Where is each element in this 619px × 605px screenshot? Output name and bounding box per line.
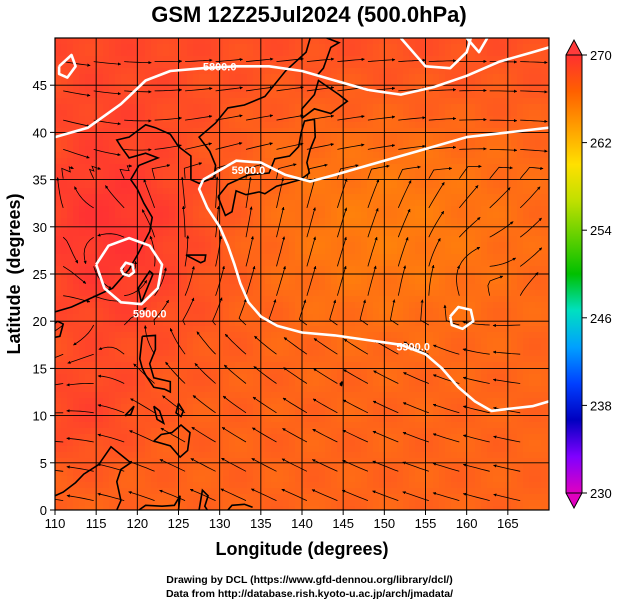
x-tick-label: 120 bbox=[126, 516, 148, 531]
colorbar-tick-label: 254 bbox=[590, 223, 612, 238]
colorbar-min-triangle bbox=[565, 492, 583, 510]
x-tick-label: 165 bbox=[497, 516, 519, 531]
y-tick-label: 40 bbox=[33, 125, 47, 140]
y-tick-label: 45 bbox=[33, 78, 47, 93]
x-axis-title: Longitude (degrees) bbox=[215, 539, 388, 559]
contour-labels: 5800.0 5900.0 5900.0 5900.0 bbox=[133, 61, 430, 353]
x-tick-label: 145 bbox=[332, 516, 354, 531]
colorbar: 230 238 246 254 262 270 bbox=[565, 38, 612, 510]
x-tick-label: 110 bbox=[45, 516, 66, 531]
contour-label-2: 5900.0 bbox=[133, 309, 167, 321]
y-tick-label: 30 bbox=[33, 220, 47, 235]
x-tick-label: 130 bbox=[209, 516, 231, 531]
contour-line-8 bbox=[465, 38, 489, 54]
colorbar-tick-label: 262 bbox=[590, 136, 612, 151]
x-tick-label: 150 bbox=[373, 516, 395, 531]
x-tick-label: 125 bbox=[168, 516, 190, 531]
colorbar-tick-label: 246 bbox=[590, 311, 612, 326]
y-axis-ticks: 0 5 10 15 20 25 30 35 40 45 bbox=[33, 78, 55, 518]
contour-line-0 bbox=[55, 46, 549, 139]
chart-title: GSM 12Z25Jul2024 (500.0hPa) bbox=[151, 2, 467, 27]
y-tick-label: 20 bbox=[33, 314, 47, 329]
y-tick-label: 15 bbox=[33, 361, 47, 376]
contour-line-7 bbox=[399, 38, 473, 70]
contour-line-3 bbox=[94, 236, 164, 306]
contour-label-1: 5900.0 bbox=[232, 165, 266, 177]
colorbar-tick-label: 230 bbox=[590, 486, 612, 501]
contour-label-0: 5800.0 bbox=[203, 61, 237, 73]
colorbar-tick-label: 270 bbox=[590, 48, 612, 63]
height-contours bbox=[55, 38, 549, 413]
colorbar-ticks: 230 238 246 254 262 270 bbox=[582, 48, 612, 501]
y-tick-label: 5 bbox=[40, 456, 47, 471]
credit-drawing: Drawing by DCL (https://www.gfd-dennou.o… bbox=[166, 574, 453, 586]
colorbar-max-triangle bbox=[565, 38, 583, 56]
colorbar-frame bbox=[565, 54, 583, 494]
x-tick-label: 160 bbox=[456, 516, 478, 531]
colorbar-tick-label: 238 bbox=[590, 398, 612, 413]
y-tick-label: 10 bbox=[33, 409, 47, 424]
plot-area: 5800.0 5900.0 5900.0 5900.0 bbox=[55, 38, 549, 510]
y-tick-label: 35 bbox=[33, 173, 47, 188]
contour-line-4 bbox=[119, 261, 136, 278]
x-tick-label: 140 bbox=[291, 516, 313, 531]
x-tick-label: 115 bbox=[86, 516, 107, 531]
grid-lines bbox=[55, 38, 549, 510]
x-tick-label: 135 bbox=[250, 516, 272, 531]
y-axis-title: Latitude (degrees) bbox=[4, 193, 24, 354]
contour-line-2 bbox=[197, 179, 549, 413]
wind-streamlines bbox=[55, 57, 548, 501]
contour-label-3: 5900.0 bbox=[396, 342, 430, 354]
contour-line-1 bbox=[202, 126, 549, 183]
contour-line-5 bbox=[448, 305, 475, 331]
x-axis-ticks: 110 115 120 125 130 135 140 145 150 155 160 165 bbox=[45, 510, 519, 531]
y-tick-label: 25 bbox=[33, 267, 47, 282]
colorbar-scale bbox=[566, 55, 582, 493]
contour-line-6 bbox=[57, 53, 77, 79]
y-tick-label: 0 bbox=[40, 503, 47, 518]
credit-data: Data from http://database.rish.kyoto-u.a… bbox=[165, 588, 454, 600]
x-tick-label: 155 bbox=[415, 516, 437, 531]
